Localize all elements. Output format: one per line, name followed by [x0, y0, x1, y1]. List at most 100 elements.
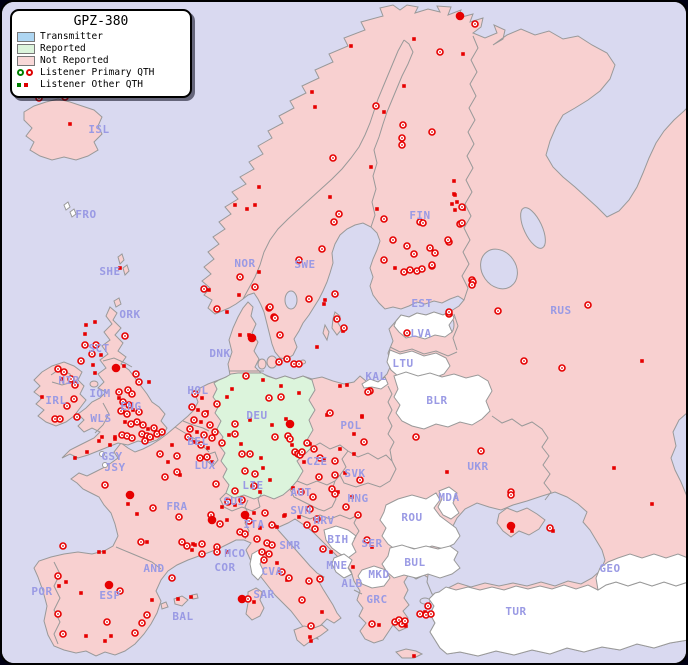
listener-primary-qth-marker [119, 398, 127, 406]
listener-primary-qth-marker [401, 617, 409, 625]
listener-other-qth-marker [375, 207, 379, 211]
listener-other-qth-marker [85, 450, 89, 454]
listener-primary-qth-marker [191, 390, 199, 398]
listener-primary-qth-marker [458, 219, 466, 227]
listener-primary-qth-marker [311, 525, 319, 533]
border-line [491, 415, 552, 501]
island-faroe [69, 208, 77, 218]
listener-cluster-marker [285, 419, 295, 429]
listener-primary-qth-marker [188, 403, 196, 411]
listener-primary-qth-marker [410, 250, 418, 258]
listener-primary-qth-marker [354, 511, 362, 519]
country-label-deu: DEU [246, 409, 267, 422]
listener-primary-qth-marker [242, 372, 250, 380]
listener-primary-qth-marker [132, 370, 140, 378]
country-label-rou: ROU [401, 511, 422, 524]
listener-cluster-marker [247, 333, 257, 343]
listener-primary-qth-marker [54, 610, 62, 618]
border-line [329, 514, 359, 520]
listener-other-qth-marker [452, 179, 456, 183]
legend-item-label: Not Reported [40, 55, 109, 66]
border-line [182, 420, 210, 432]
listener-other-qth-marker [230, 387, 234, 391]
listener-primary-qth-marker [200, 285, 208, 293]
legend-item-label: Listener Other QTH [40, 79, 143, 90]
listener-primary-qth-marker [125, 401, 133, 409]
country-label-tur: TUR [505, 605, 526, 618]
listener-other-qth-marker [68, 122, 72, 126]
listener-primary-qth-marker [356, 476, 364, 484]
country-label-svn: SVN [290, 504, 311, 517]
listener-other-qth-marker [453, 208, 457, 212]
country-shape-tur [428, 581, 686, 657]
listener-primary-qth-marker [406, 266, 414, 274]
listener-primary-qth-marker [158, 428, 166, 436]
listener-other-qth-marker [450, 202, 454, 206]
border-line [242, 39, 405, 300]
country-label-mda: MDA [438, 491, 459, 504]
listener-other-qth-marker [322, 458, 326, 462]
country-shape-geo [595, 553, 686, 591]
listener-other-qth-marker [225, 310, 229, 314]
marker-glyph-icon [24, 82, 28, 87]
listener-primary-qth-marker [186, 425, 194, 433]
listener-other-qth-marker [650, 502, 654, 506]
listener-primary-qth-marker [121, 332, 129, 340]
listener-other-qth-marker [461, 52, 465, 56]
listener-primary-qth-marker [137, 538, 145, 546]
listener-other-qth-marker [258, 526, 262, 530]
listener-primary-qth-marker [283, 355, 291, 363]
country-label-kal: KAL [365, 370, 386, 383]
listener-other-qth-marker [261, 378, 265, 382]
listener-primary-qth-marker [212, 480, 220, 488]
listener-primary-qth-marker [260, 556, 268, 564]
sea-blacksea [426, 491, 606, 596]
listener-primary-qth-marker [92, 341, 100, 349]
listener-primary-qth-marker [428, 261, 436, 269]
listener-primary-qth-marker [200, 431, 208, 439]
listener-primary-qth-marker [245, 517, 253, 525]
listener-other-qth-marker [297, 391, 301, 395]
listener-primary-qth-marker [400, 268, 408, 276]
country-shape-mkd [357, 565, 391, 589]
listener-primary-qth-marker [265, 550, 273, 558]
border-line [94, 402, 110, 434]
listener-primary-qth-marker [59, 630, 67, 638]
listener-primary-qth-marker [399, 121, 407, 129]
border-line [389, 346, 458, 357]
border-line [317, 506, 333, 512]
listener-other-qth-marker [189, 595, 193, 599]
listener-primary-qth-marker [143, 611, 151, 619]
listener-other-qth-marker [206, 446, 210, 450]
listener-primary-qth-marker [251, 283, 259, 291]
listener-other-qth-marker [290, 443, 294, 447]
listener-other-qth-marker [225, 395, 229, 399]
island-ibiza [160, 601, 169, 610]
listener-primary-qth-marker [331, 457, 339, 465]
listener-primary-qth-marker [333, 315, 341, 323]
country-label-gsy: GSY [101, 450, 122, 463]
border-line [452, 313, 459, 351]
listener-primary-qth-marker [445, 308, 453, 316]
island-ork1 [113, 297, 122, 308]
listener-primary-qth-marker [398, 141, 406, 149]
listener-primary-qth-marker [303, 439, 311, 447]
listener-primary-qth-marker [278, 568, 286, 576]
listener-other-qth-marker [252, 600, 256, 604]
listener-primary-qth-marker [246, 450, 254, 458]
listener-primary-qth-marker [198, 540, 206, 548]
listener-primary-qth-marker [306, 505, 314, 513]
listener-other-qth-marker [117, 396, 121, 400]
listener-primary-qth-marker [238, 450, 246, 458]
country-label-cor: COR [214, 561, 235, 574]
marker-glyph-icon [26, 69, 33, 76]
listener-primary-qth-marker [261, 509, 269, 517]
country-shape-rou [379, 492, 461, 551]
listener-primary-qth-marker [477, 447, 485, 455]
listener-primary-qth-marker [424, 602, 432, 610]
listener-primary-qth-marker [206, 421, 214, 429]
listener-primary-qth-marker [224, 498, 232, 506]
listener-primary-qth-marker [265, 394, 273, 402]
listener-other-qth-marker [510, 529, 514, 533]
country-label-nor: NOR [234, 257, 255, 270]
